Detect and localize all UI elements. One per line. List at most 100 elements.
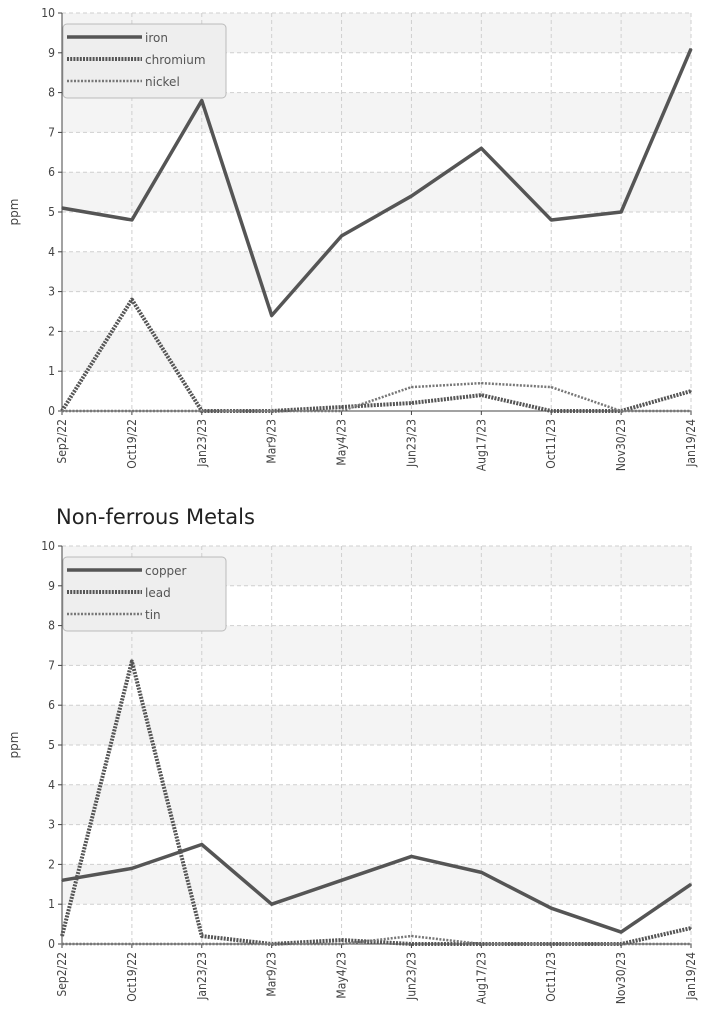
y-tick-label: 3 — [48, 285, 55, 299]
series-line-tin — [62, 934, 691, 946]
y-tick-label: 7 — [48, 658, 55, 672]
data-point-tin — [620, 943, 622, 945]
y-tick-label: 10 — [41, 539, 55, 553]
data-point-tin — [550, 943, 553, 945]
data-point-copper — [410, 855, 413, 858]
x-tick-label: Oct19/22 — [125, 419, 139, 469]
data-point-nickel — [620, 410, 622, 412]
band — [62, 864, 691, 905]
data-point-copper — [340, 879, 343, 882]
legend-label-chromium: chromium — [145, 53, 206, 67]
y-tick-label: 0 — [48, 404, 55, 418]
y-tick-label: 8 — [48, 619, 55, 633]
data-point-copper — [550, 907, 553, 909]
grid — [62, 12, 692, 412]
y-tick-label: 5 — [48, 205, 55, 219]
x-tick-label: Oct11/23 — [544, 419, 558, 469]
data-point-tin — [270, 943, 273, 945]
y-tick-label: 3 — [48, 818, 55, 832]
series-line-nickel — [62, 381, 691, 413]
data-point-nickel — [690, 410, 692, 412]
data-point-chromium — [480, 394, 483, 396]
data-point-tin — [61, 943, 63, 945]
legend-label-iron: iron — [145, 31, 168, 45]
data-point-nickel — [410, 386, 413, 388]
x-tick-label: Nov30/23 — [614, 419, 628, 471]
y-tick-label: 1 — [48, 364, 55, 378]
data-point-iron — [550, 219, 553, 221]
y-tick-label: 2 — [48, 857, 55, 871]
band — [62, 331, 691, 372]
x-tick-label: Mar9/23 — [265, 952, 279, 997]
data-point-nickel — [480, 382, 483, 384]
x-tick-label: Jun23/23 — [404, 952, 418, 1001]
band — [62, 705, 691, 745]
data-point-copper — [61, 879, 63, 882]
y-tick-label: 6 — [48, 698, 55, 712]
data-point-copper — [480, 871, 483, 874]
y-tick-label: 6 — [48, 165, 55, 179]
chart-title-non-ferrous: Non-ferrous Metals — [56, 505, 255, 529]
data-point-nickel — [550, 386, 553, 388]
x-tick-label: Jan23/23 — [195, 952, 209, 1001]
data-point-tin — [131, 943, 133, 945]
data-point-iron — [620, 211, 622, 213]
y-tick-label: 4 — [48, 245, 55, 259]
data-point-nickel — [200, 410, 203, 412]
y-tick-label: 9 — [48, 46, 55, 60]
y-tick-label: 9 — [48, 579, 55, 593]
data-point-tin — [200, 943, 203, 945]
x-tick-label: May4/23 — [335, 952, 349, 999]
data-point-lead — [131, 660, 133, 663]
data-point-iron — [61, 207, 63, 209]
data-point-iron — [200, 99, 203, 102]
y-tick-label: 2 — [48, 324, 55, 338]
x-tick-label: Aug17/23 — [474, 952, 488, 1004]
x-tick-label: Jun23/23 — [404, 419, 418, 468]
y-tick-label: 5 — [48, 738, 55, 752]
data-point-copper — [200, 843, 203, 846]
y-tick-label: 8 — [48, 86, 55, 100]
series-line-chromium — [60, 297, 692, 413]
x-tick-label: Jan19/24 — [684, 419, 698, 468]
data-point-lead — [690, 927, 692, 929]
legend: copper lead tin — [62, 556, 227, 632]
legend-label-copper: copper — [145, 564, 187, 578]
data-point-nickel — [61, 410, 63, 412]
y-tick-label: 10 — [41, 6, 55, 20]
series-line-copper — [61, 842, 692, 934]
data-point-chromium — [550, 410, 553, 412]
band — [62, 92, 691, 133]
series-line-iron — [61, 48, 693, 318]
data-point-copper — [690, 883, 692, 886]
x-tick-label: Jan23/23 — [195, 419, 209, 468]
data-point-lead — [200, 935, 203, 937]
data-point-tin — [690, 943, 692, 945]
legend-label-nickel: nickel — [145, 75, 180, 89]
y-tick-label: 0 — [48, 937, 55, 951]
legend-label-lead: lead — [145, 586, 171, 600]
non-ferrous-metals-chart: 0 1 2 3 4 5 6 7 8 9 10 ppm Sep2/22 Oct19/22 Jan23/23 Ma… — [7, 539, 698, 1004]
data-point-tin — [480, 943, 483, 945]
data-point-copper — [131, 867, 133, 870]
y-tick-label: 7 — [48, 125, 55, 139]
x-tick-label: Aug17/23 — [474, 419, 488, 471]
data-point-iron — [131, 219, 133, 221]
data-point-iron — [270, 314, 273, 317]
x-tick-label: Sep2/22 — [55, 952, 69, 997]
x-tick-label: Jan19/24 — [684, 952, 698, 1001]
legend-label-tin: tin — [145, 608, 161, 622]
x-tick-label: Mar9/23 — [265, 419, 279, 464]
ferrous-metals-chart: 0 1 2 3 4 5 6 7 8 9 10 ppm Sep2/22 Oct19/22 Jan23/23 Ma… — [7, 6, 698, 471]
legend-box — [62, 23, 227, 99]
x-tick-label: Oct19/22 — [125, 952, 139, 1002]
data-point-iron — [480, 147, 483, 150]
y-axis-label: ppm — [7, 199, 21, 226]
data-point-chromium — [131, 298, 133, 301]
data-point-iron — [340, 235, 343, 237]
data-point-lead — [61, 935, 63, 937]
data-point-tin — [410, 935, 413, 937]
data-point-nickel — [340, 410, 343, 412]
x-tick-label: Nov30/23 — [614, 952, 628, 1004]
data-point-chromium — [410, 402, 413, 404]
